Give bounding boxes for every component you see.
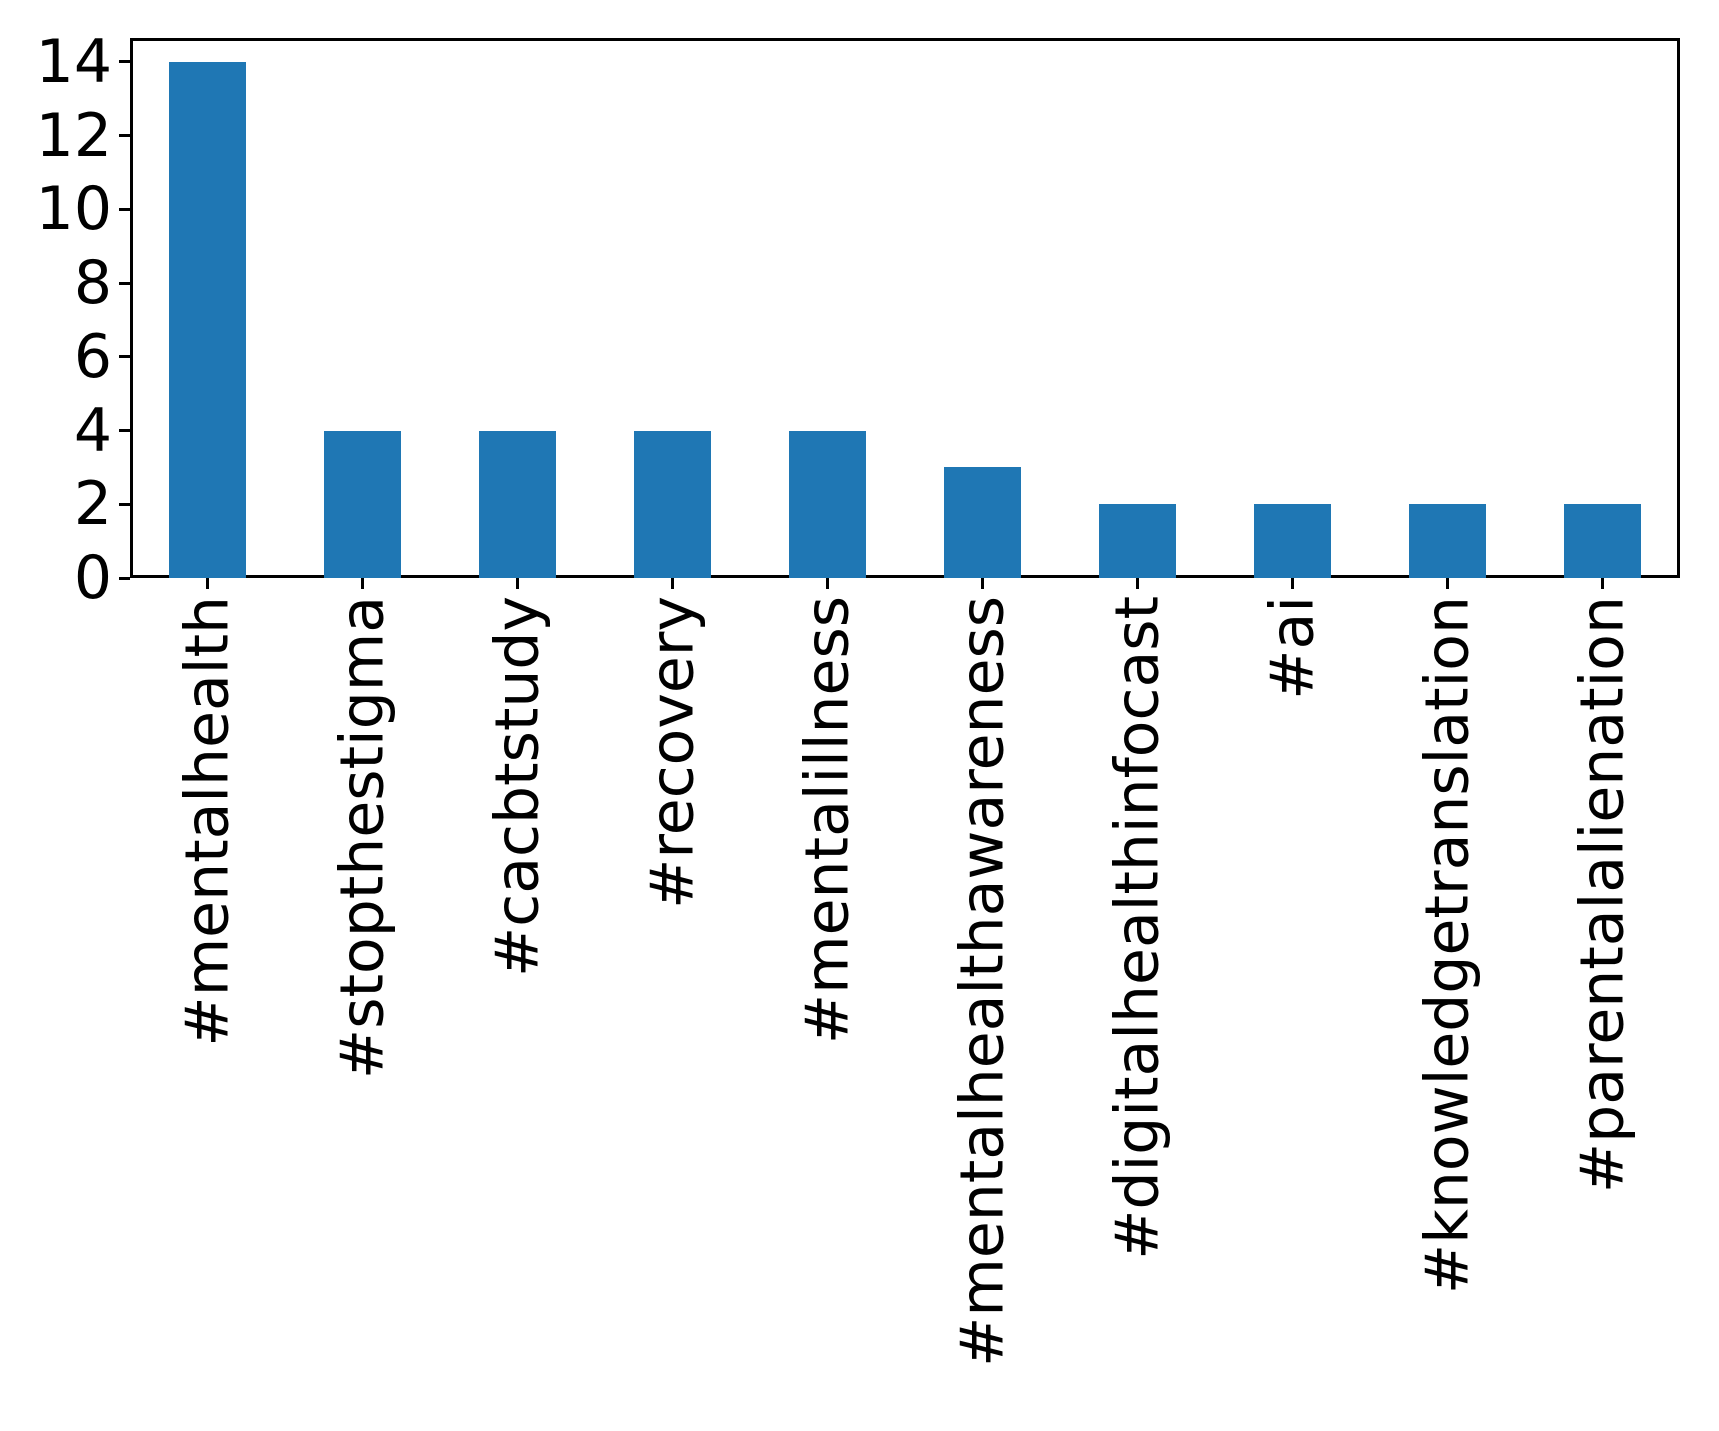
bar-parentalalienation xyxy=(1564,504,1641,578)
bar-ai xyxy=(1254,504,1331,578)
y-tick-mark xyxy=(119,281,130,285)
y-tick-label: 12 xyxy=(35,100,112,171)
x-tick-label: #mentalillness xyxy=(792,596,862,1045)
y-tick-label: 0 xyxy=(73,543,112,613)
y-tick-label: 10 xyxy=(35,174,112,245)
y-tick-mark xyxy=(119,429,130,433)
x-tick-mark xyxy=(826,578,829,589)
x-tick-label: #mentalhealthawareness xyxy=(947,596,1017,1367)
x-tick-mark xyxy=(361,578,364,589)
bar-stopthestigma xyxy=(324,430,401,578)
x-tick-mark xyxy=(1291,578,1294,589)
bar-recovery xyxy=(634,430,711,578)
y-tick-label: 14 xyxy=(35,26,112,97)
x-tick-mark xyxy=(516,578,519,589)
y-tick-label: 4 xyxy=(73,395,112,466)
x-tick-label: #parentalalienation xyxy=(1567,596,1637,1194)
x-tick-mark xyxy=(1446,578,1449,589)
x-tick-mark xyxy=(981,578,984,589)
bar-mentalillness xyxy=(789,430,866,578)
x-tick-label: #mentalhealth xyxy=(172,596,242,1047)
x-tick-mark xyxy=(206,578,209,589)
bar-knowledgetranslation xyxy=(1409,504,1486,578)
y-tick-mark xyxy=(119,355,130,359)
x-tick-label: #cacbtstudy xyxy=(482,596,552,978)
x-tick-mark xyxy=(1136,578,1139,589)
x-tick-label: #knowledgetranslation xyxy=(1412,596,1482,1295)
y-tick-label: 6 xyxy=(73,321,112,392)
y-tick-label: 2 xyxy=(73,469,112,540)
bar-digitalhealthinfocast xyxy=(1099,504,1176,578)
bar-cacbtstudy xyxy=(479,430,556,578)
y-tick-mark xyxy=(119,60,130,64)
x-tick-label: #recovery xyxy=(637,596,707,909)
y-tick-mark xyxy=(119,134,130,138)
y-tick-mark xyxy=(119,502,130,506)
bar-mentalhealth xyxy=(169,61,246,578)
x-tick-label: #digitalhealthinfocast xyxy=(1102,596,1172,1260)
bar-mentalhealthawareness xyxy=(944,467,1021,578)
x-tick-mark xyxy=(671,578,674,589)
y-tick-label: 8 xyxy=(73,248,112,319)
x-tick-label: #ai xyxy=(1257,596,1327,700)
x-tick-label: #stopthestigma xyxy=(327,596,397,1080)
y-tick-mark xyxy=(119,207,130,211)
y-tick-mark xyxy=(119,576,130,580)
x-tick-mark xyxy=(1601,578,1604,589)
